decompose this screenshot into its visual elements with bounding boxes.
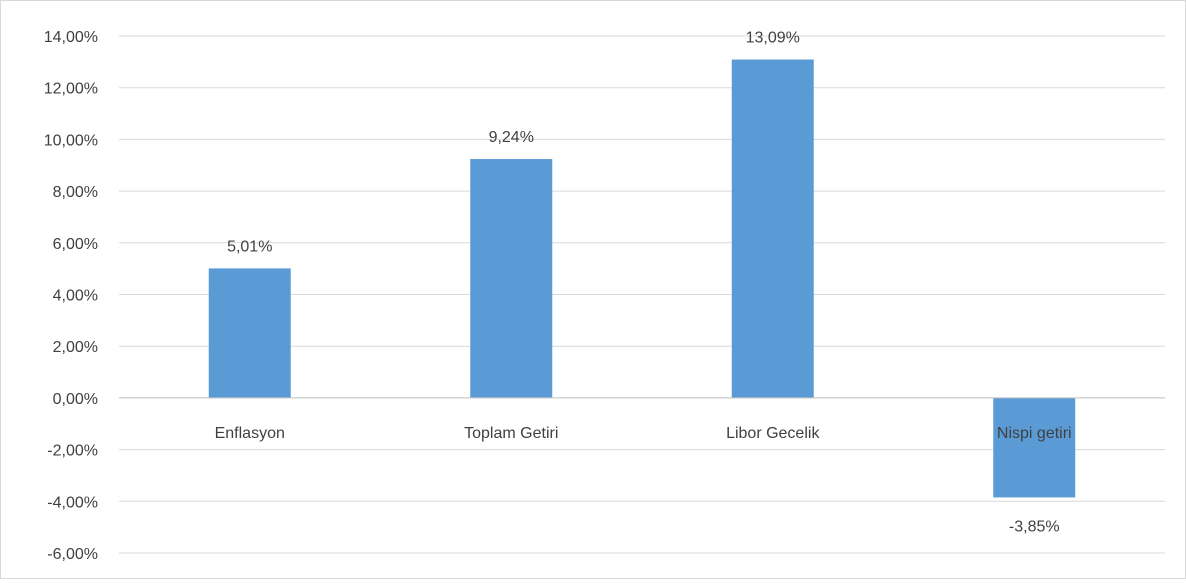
data-label: 9,24%	[489, 129, 534, 146]
bar	[993, 397, 1076, 498]
data-label: 5,01%	[227, 238, 272, 255]
y-tick-label: -2,00%	[47, 443, 98, 460]
x-category-label: Nispi getiri	[997, 425, 1072, 442]
y-tick-label: 14,00%	[44, 29, 98, 46]
y-tick-label: 2,00%	[53, 339, 98, 356]
bar	[731, 59, 814, 398]
data-label: -3,85%	[1009, 518, 1060, 535]
bar	[208, 268, 291, 398]
x-category-label: Enflasyon	[215, 425, 285, 442]
y-tick-label: -4,00%	[47, 494, 98, 511]
x-category-label: Libor Gecelik	[726, 425, 820, 442]
bar	[470, 159, 553, 398]
y-tick-label: 12,00%	[44, 81, 98, 98]
y-tick-label: -6,00%	[47, 546, 98, 563]
x-category-label: Toplam Getiri	[464, 425, 558, 442]
y-tick-label: 10,00%	[44, 132, 98, 149]
labels: 14,00% 12,00% 10,00% 8,00% 6,00% 4,00% 2,00% 0,…	[44, 29, 1072, 563]
data-label: 13,09%	[746, 30, 800, 47]
y-tick-label: 4,00%	[53, 288, 98, 305]
y-tick-label: 8,00%	[53, 184, 98, 201]
y-tick-label: 6,00%	[53, 236, 98, 253]
gridlines	[119, 35, 1165, 554]
y-tick-label: 0,00%	[53, 391, 98, 408]
bars	[208, 59, 1076, 498]
